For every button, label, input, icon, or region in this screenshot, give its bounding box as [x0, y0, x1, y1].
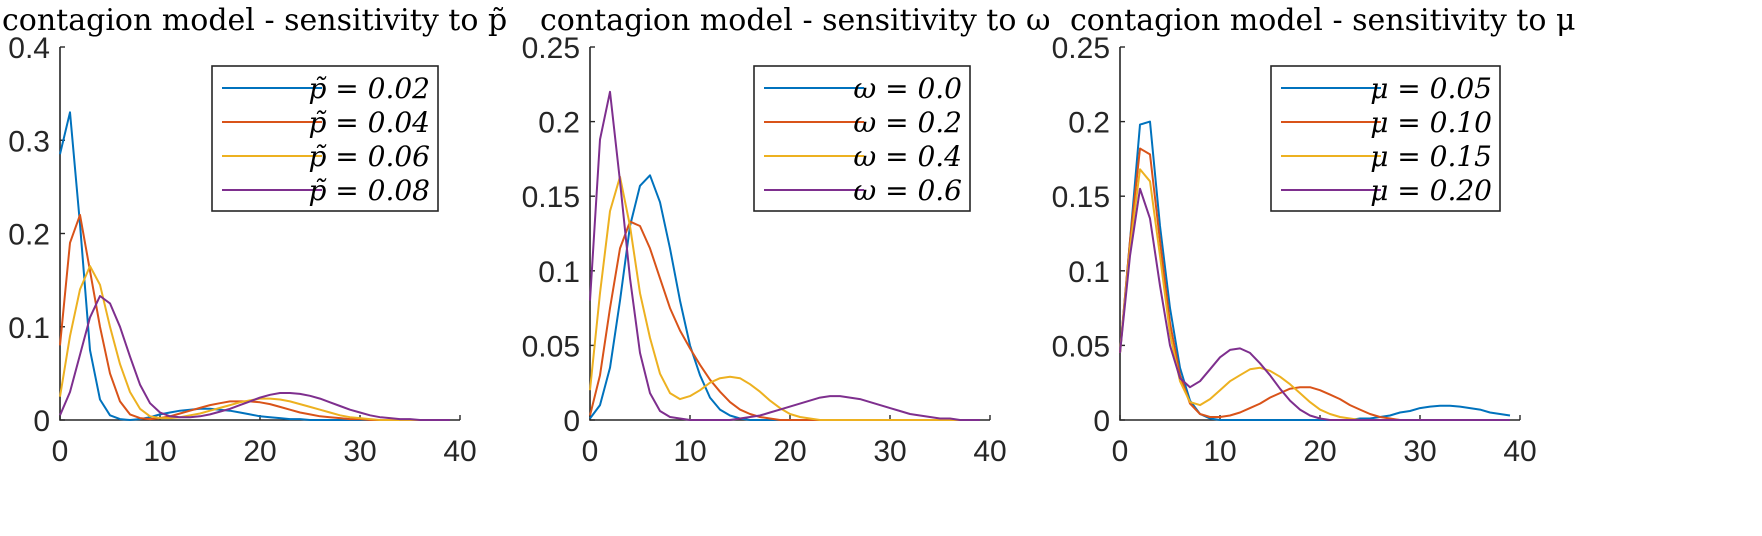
y-tick-label: 0	[1093, 405, 1110, 438]
y-tick-label: 0.2	[1068, 107, 1110, 140]
chart-panel-1: contagion model - sensitivity to p̃ 0 0.1 0…	[2, 3, 507, 468]
series-line-3	[589, 175, 980, 421]
legend-label: μ = 0.20	[1370, 174, 1492, 207]
x-tick-label: 30	[343, 435, 376, 468]
x-tick-label: 10	[143, 435, 176, 468]
legend: p̃ = 0.02p̃ = 0.04p̃ = 0.06p̃ = 0.08	[211, 65, 439, 212]
series-line-1	[1119, 120, 1511, 421]
x-tick-label: 40	[1503, 435, 1536, 468]
x-tick-label: 20	[773, 435, 806, 468]
x-tick-label: 40	[973, 435, 1006, 468]
chart-panel-2: contagion model - sensitivity to ω 0 0.05 0…	[522, 3, 1051, 468]
x-tick-label: 10	[1203, 435, 1236, 468]
legend-box	[753, 65, 971, 212]
x-tick-label: 30	[1403, 435, 1436, 468]
y-tick-label: 0.4	[8, 32, 50, 65]
legend: ω = 0.0ω = 0.2ω = 0.4ω = 0.6	[753, 65, 971, 212]
x-tick-label: 0	[1112, 435, 1129, 468]
y-tick-label: 0.05	[522, 330, 580, 363]
legend: μ = 0.05μ = 0.10μ = 0.15μ = 0.20	[1270, 65, 1501, 212]
x-tick-label: 10	[673, 435, 706, 468]
chart-title: contagion model - sensitivity to μ	[1070, 3, 1575, 38]
y-tick-label: 0.25	[522, 32, 580, 65]
y-tick-label: 0.2	[538, 107, 580, 140]
series-line-4	[589, 90, 980, 421]
y-tick-label: 0.2	[8, 219, 50, 252]
legend-label: p̃ = 0.06	[308, 140, 430, 173]
legend-box	[211, 65, 439, 212]
y-tick-label: 0.15	[1052, 181, 1110, 214]
legend-label: μ = 0.05	[1370, 72, 1492, 105]
x-tick-label: 0	[52, 435, 69, 468]
series-line-4	[1119, 187, 1510, 421]
y-tick-label: 0.3	[8, 125, 50, 158]
legend-label: ω = 0.6	[853, 174, 962, 207]
x-tick-label: 30	[873, 435, 906, 468]
legend-label: p̃ = 0.02	[308, 72, 430, 105]
y-tick-label: 0	[33, 405, 50, 438]
y-tick-label: 0.1	[8, 312, 50, 345]
y-tick-label: 0	[563, 405, 580, 438]
legend-label: μ = 0.10	[1370, 106, 1492, 139]
chart-panel-3: contagion model - sensitivity to μ 0 0.05 0…	[1052, 3, 1576, 468]
x-tick-label: 40	[443, 435, 476, 468]
x-tick-label: 20	[243, 435, 276, 468]
y-tick-label: 0.1	[538, 256, 580, 289]
legend-label: μ = 0.15	[1370, 140, 1492, 173]
chart-title: contagion model - sensitivity to p̃	[2, 3, 507, 38]
legend-label: ω = 0.0	[853, 72, 962, 105]
legend-label: ω = 0.2	[853, 106, 962, 139]
x-tick-label: 20	[1303, 435, 1336, 468]
chart-title: contagion model - sensitivity to ω	[540, 3, 1050, 38]
x-tick-label: 0	[582, 435, 599, 468]
series-line-4	[59, 295, 450, 421]
legend-label: p̃ = 0.04	[308, 106, 430, 139]
series-line-2	[59, 213, 450, 421]
y-tick-label: 0.25	[1052, 32, 1110, 65]
legend-label: ω = 0.4	[853, 140, 962, 173]
y-tick-label: 0.1	[1068, 256, 1110, 289]
legend-box	[1270, 65, 1501, 212]
legend-label: p̃ = 0.08	[308, 174, 430, 207]
y-tick-label: 0.15	[522, 181, 580, 214]
y-tick-label: 0.05	[1052, 330, 1110, 363]
